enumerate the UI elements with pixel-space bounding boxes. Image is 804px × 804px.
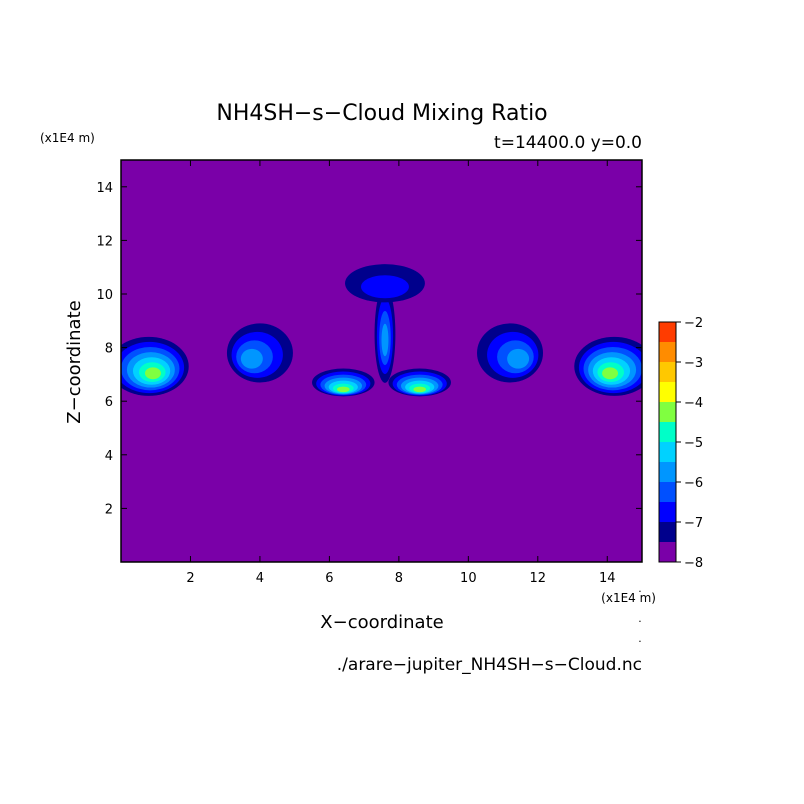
y-axis: 2 4 6 8 10 12 14 [96,181,642,517]
colorbar-tick-label: −8 [684,556,703,571]
chart-title: NH4SH−s−Cloud Mixing Ratio [216,101,547,126]
colorbar-segment [659,542,676,562]
colorbar-tick-label: −2 [684,316,703,331]
y-tick-label: 10 [96,288,113,303]
contour-band [413,386,426,393]
y-tick-label: 2 [105,502,113,517]
contour-band [381,323,389,357]
left-edge-plume [121,336,189,396]
y-axis-label: Z−coordinate [64,300,85,423]
right-tilted-plume [477,323,544,383]
x-tick-label: 6 [325,571,333,586]
contour-band [602,367,619,380]
x-axis-label: X−coordinate [320,612,443,633]
x-tick-label: 12 [530,571,547,586]
colorbar-segment [659,422,676,442]
x-tick-label: 8 [395,571,403,586]
colorbar-segment [659,462,676,482]
central-mushroom-cap [345,264,425,303]
colorbar-segment [659,442,676,462]
contour-band [337,386,350,393]
colorbar-segment [659,402,676,422]
svg-text:.: . [637,585,642,595]
contour-band [240,348,263,369]
corner-marks: . . . [637,585,642,645]
filename-label: ./arare−jupiter_NH4SH−s−Cloud.nc [337,655,642,675]
svg-text:.: . [637,615,642,625]
x-tick-label: 2 [186,571,194,586]
x-unit-label: (x1E4 m) [601,591,656,605]
colorbar-segment [659,502,676,522]
y-tick-label: 8 [105,342,113,357]
right-edge-plume [574,336,642,396]
right-central-cloud [388,368,451,397]
y-tick-label: 12 [96,234,113,249]
left-central-cloud [312,368,375,397]
x-tick-label: 4 [256,571,264,586]
chart-subtitle: t=14400.0 y=0.0 [494,133,642,153]
left-tilted-plume [226,323,293,383]
plot-frame [120,159,643,563]
colorbar-segment [659,322,676,342]
y-tick-label: 6 [105,395,113,410]
colorbar-segment [659,482,676,502]
colorbar-segment [659,382,676,402]
colorbar-tick-label: −5 [684,436,703,451]
colorbar-tick-label: −7 [684,516,703,531]
svg-text:.: . [637,635,642,645]
x-axis: 2 4 6 8 10 12 14 [186,160,616,586]
x-tick-label: 14 [599,571,616,586]
contour-band [361,275,409,299]
central-mushroom-stem [374,285,396,383]
y-unit-label: (x1E4 m) [40,131,95,145]
contour-band [507,348,530,369]
contour-band [144,367,161,380]
y-tick-label: 4 [105,449,113,464]
x-tick-label: 10 [460,571,477,586]
colorbar: −2 −3 −4 −5 −6 −7 −8 [658,316,703,571]
plot-area [120,159,643,563]
colorbar-segment [659,342,676,362]
colorbar-segment [659,362,676,382]
cloud-contours [121,264,642,397]
colorbar-tick-label: −4 [684,396,703,411]
colorbar-tick-label: −3 [684,356,703,371]
y-tick-label: 14 [96,181,113,196]
colorbar-segment [659,522,676,542]
colorbar-tick-label: −6 [684,476,703,491]
